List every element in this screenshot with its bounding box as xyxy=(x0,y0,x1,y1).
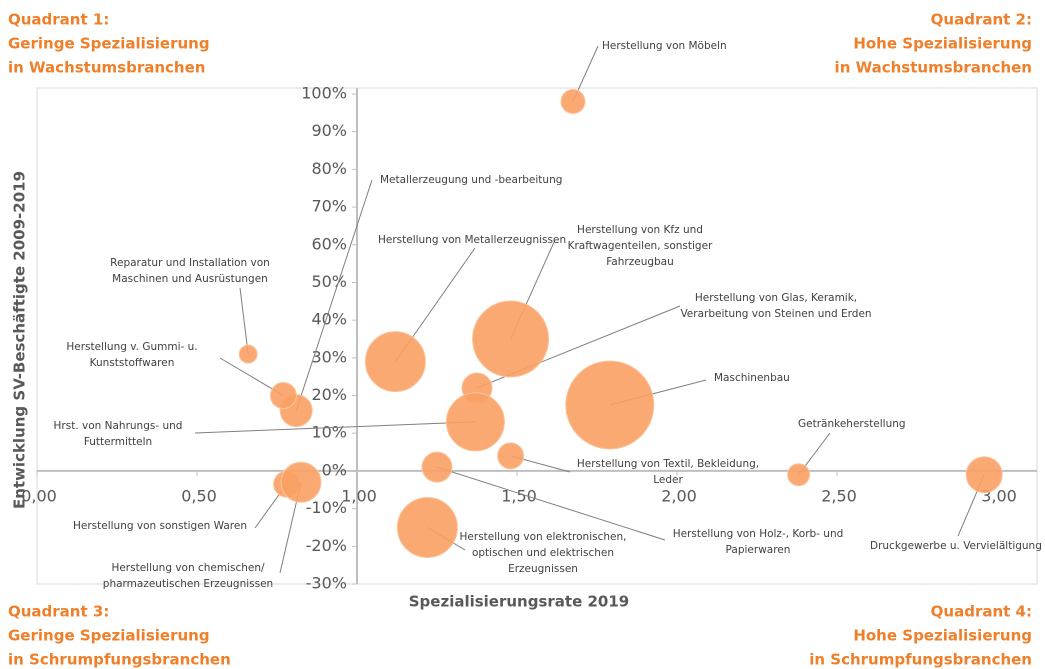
bubble-label: Verarbeitung von Steinen und Erden xyxy=(680,308,871,320)
quadrant-label: Quadrant 3: xyxy=(8,603,109,621)
bubble-label: Herstellung von chemischen/ xyxy=(111,562,265,574)
bubble-label: Leder xyxy=(653,474,683,486)
y-tick-label: 90% xyxy=(311,121,347,140)
y-tick-label: 0% xyxy=(322,460,347,479)
bubble-label: Herstellung von sonstigen Waren xyxy=(73,520,247,532)
bubble-label: Herstellung von Textil, Bekleidung, xyxy=(577,458,759,470)
bubble xyxy=(560,89,586,115)
y-tick-label: 20% xyxy=(311,385,347,404)
quadrant-label: in Schrumpfungsbranchen xyxy=(8,651,231,669)
x-axis-title: Spezialisierungsrate 2019 xyxy=(409,593,630,611)
y-tick-label: -30% xyxy=(306,574,347,593)
bubble-label: Kraftwagenteilen, sonstiger xyxy=(568,240,713,252)
y-tick-label: 50% xyxy=(311,272,347,291)
bubble-label: Hrst. von Nahrungs- und xyxy=(54,420,183,432)
x-tick-label: 0,00 xyxy=(21,486,57,505)
quadrant-label: in Wachstumsbranchen xyxy=(835,59,1032,77)
leader-line xyxy=(239,287,249,355)
bubble-label: Herstellung von Metallerzeugnissen xyxy=(378,234,566,246)
leader-line xyxy=(194,421,476,434)
bubble-label: Getränkeherstellung xyxy=(798,418,906,430)
bubble-label: optischen und elektrischen xyxy=(472,547,614,559)
bubble xyxy=(238,344,258,364)
quadrant-label: Quadrant 1: xyxy=(8,11,109,29)
quadrant-label: Hohe Spezialisierung xyxy=(853,35,1032,53)
leader-line xyxy=(295,179,373,411)
bubble xyxy=(787,463,811,487)
bubble xyxy=(445,392,505,452)
bubble-label: pharmazeutischen Erzeugnissen xyxy=(103,578,273,590)
y-axis-title: Entwicklung SV-Beschäftigte 2009-2019 xyxy=(11,171,29,509)
bubble xyxy=(269,382,297,410)
bubble-label: Reparatur und Installation von xyxy=(110,257,270,269)
leader-line xyxy=(436,466,666,541)
bubble xyxy=(421,451,453,483)
y-tick-label: -20% xyxy=(306,536,347,555)
bubble-label: Herstellung von Holz-, Korb- und xyxy=(673,528,844,540)
quadrant-label: Geringe Spezialisierung xyxy=(8,35,210,53)
bubble-label: Fahrzeugbau xyxy=(606,256,674,268)
y-tick-label: 40% xyxy=(311,310,347,329)
bubble-label: Erzeugnissen xyxy=(508,563,578,575)
x-tick-label: 1,50 xyxy=(501,486,537,505)
y-tick-label: 30% xyxy=(311,347,347,366)
bubble-label: Herstellung von elektronischen, xyxy=(460,531,627,543)
bubble-label: Futtermitteln xyxy=(84,436,152,448)
bubble xyxy=(396,496,458,558)
y-tick-label: 100% xyxy=(301,84,347,103)
x-tick-label: 2,00 xyxy=(661,486,697,505)
quadrant-label: Quadrant 4: xyxy=(931,603,1032,621)
bubble-label: Druckgewerbe u. Vervielältigung xyxy=(870,540,1042,552)
bubble-label: Herstellung von Glas, Keramik, xyxy=(695,292,857,304)
bubble-label: Herstellung v. Gummi- u. xyxy=(66,341,197,353)
quadrant-label: Hohe Spezialisierung xyxy=(853,627,1032,645)
bubble xyxy=(497,442,525,470)
quadrant-label: in Schrumpfungsbranchen xyxy=(809,651,1032,669)
bubble-label: Maschinenbau xyxy=(714,372,790,384)
quadrant-label: in Wachstumsbranchen xyxy=(8,59,205,77)
bubble xyxy=(364,331,426,393)
y-tick-label: 60% xyxy=(311,234,347,253)
quadrant-label: Geringe Spezialisierung xyxy=(8,627,210,645)
plot-border xyxy=(36,87,1038,585)
x-tick-label: 1,00 xyxy=(341,486,377,505)
bubble-label: Herstellung von Möbeln xyxy=(602,40,727,52)
bubble-label: Kunststoffwaren xyxy=(90,357,175,369)
bubble xyxy=(472,300,550,378)
y-tick-label: 10% xyxy=(311,423,347,442)
bubble-label: Maschinen und Ausrüstungen xyxy=(112,273,268,285)
quadrant-label: Quadrant 2: xyxy=(931,11,1032,29)
y-tick-label: -10% xyxy=(306,498,347,517)
bubble xyxy=(280,461,322,503)
y-tick-label: 70% xyxy=(311,197,347,216)
bubble-label: Papierwaren xyxy=(726,544,791,556)
x-tick-label: 0,50 xyxy=(181,486,217,505)
y-tick-label: 80% xyxy=(311,159,347,178)
bubble-label: Herstellung von Kfz und xyxy=(577,224,703,236)
bubble xyxy=(965,456,1003,494)
x-tick-label: 2,50 xyxy=(821,486,857,505)
bubble xyxy=(565,360,655,450)
bubble-label: Metallerzeugung und -bearbeitung xyxy=(380,174,562,186)
